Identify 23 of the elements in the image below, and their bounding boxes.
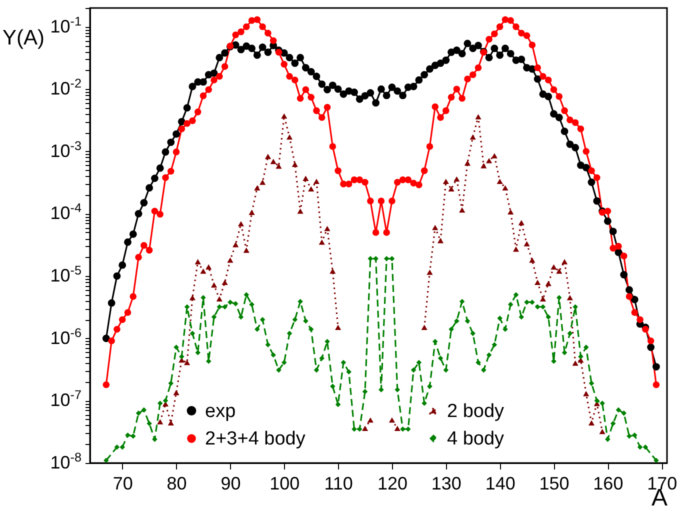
- legend-label: 2 body: [447, 400, 505, 422]
- x-tick-label: 90: [220, 474, 241, 494]
- x-tick-label: 160: [593, 474, 624, 494]
- y-axis-title: Y(A): [2, 26, 44, 50]
- y-tick-label: 10$^{-2}$: [50, 76, 82, 99]
- y-tick-label: 10$^{-6}$: [50, 326, 82, 348]
- x-tick-label: 70: [112, 474, 133, 494]
- x-tick-label: 140: [485, 474, 516, 494]
- x-tick-label: 110: [324, 474, 353, 494]
- y-tick-label: 10$^{-5}$: [50, 264, 82, 286]
- x-tick-label: 80: [166, 474, 187, 494]
- x-tick-label: 120: [377, 474, 408, 494]
- legend-label: exp: [205, 400, 236, 422]
- legend-label: 2+3+4 body: [205, 428, 306, 450]
- y-tick-label: 10$^{-4}$: [50, 201, 82, 224]
- y-tick-label: 10$^{-3}$: [50, 138, 82, 161]
- y-tick-label: 10$^{-7}$: [50, 388, 82, 410]
- legend-label: 4 body: [447, 428, 505, 450]
- y-tick-label: 10$^{-8}$: [50, 450, 82, 472]
- x-tick-label: 100: [270, 474, 300, 494]
- y-tick-label: 10$^{-1}$: [50, 14, 82, 36]
- x-tick-label: 130: [431, 474, 462, 494]
- x-tick-label: 150: [539, 474, 570, 494]
